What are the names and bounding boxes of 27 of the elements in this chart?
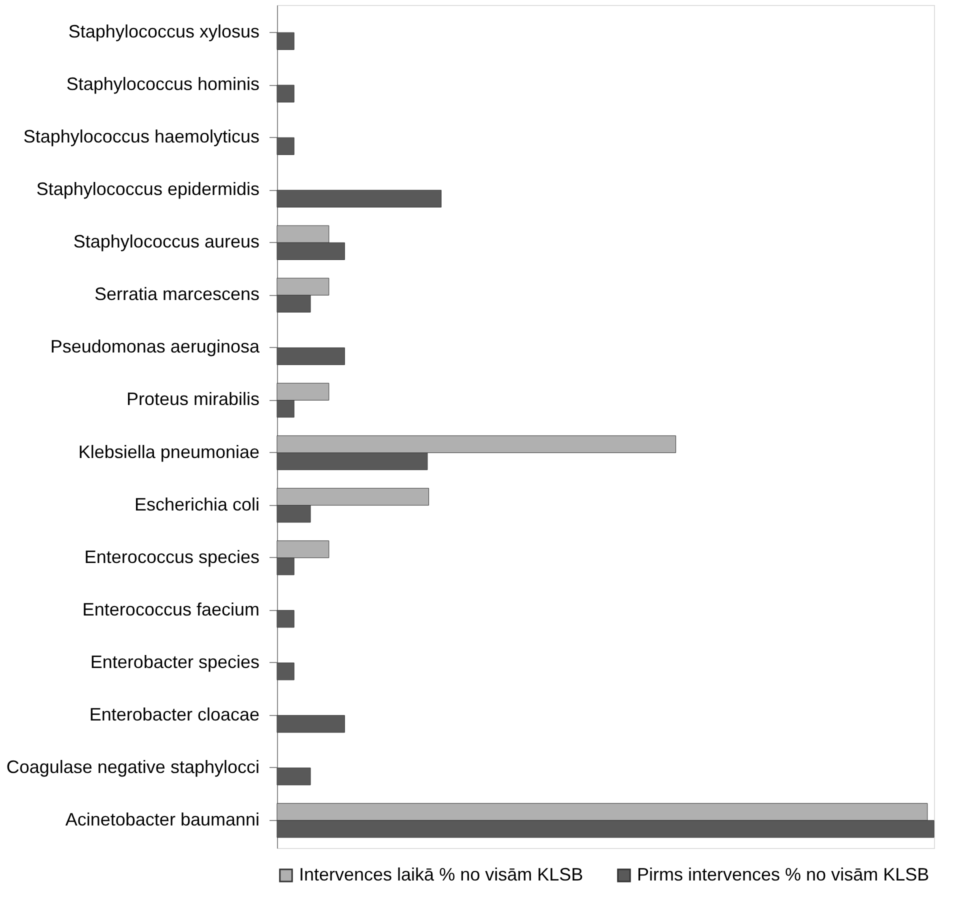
y-tick-label: Escherichia coli bbox=[134, 494, 260, 514]
bar bbox=[276, 190, 442, 208]
legend-label: Intervences laikā % no visām KLSB bbox=[299, 864, 584, 884]
y-tick-label: Acinetobacter baumanni bbox=[65, 809, 260, 830]
bar bbox=[276, 32, 294, 50]
y-tick-label: Staphylococcus epidermidis bbox=[36, 179, 260, 200]
y-tick-label: Staphylococcus hominis bbox=[66, 74, 260, 94]
bar bbox=[276, 768, 311, 786]
y-tick-label: Enterobacter cloacae bbox=[89, 704, 260, 724]
y-tick-label: Enterococcus faecium bbox=[82, 599, 260, 620]
y-tick-label: Enterococcus species bbox=[84, 546, 260, 567]
y-tick-label: Staphylococcus aureus bbox=[73, 232, 260, 252]
bar bbox=[276, 347, 345, 366]
y-tick-label: Serratia marcescens bbox=[94, 284, 260, 304]
bar bbox=[276, 84, 294, 102]
bar bbox=[276, 137, 294, 155]
y-tick-label: Pseudomonas aeruginosa bbox=[50, 336, 260, 357]
y-tick-label: Klebsiella pneumoniae bbox=[78, 442, 260, 462]
bar bbox=[276, 715, 345, 733]
y-tick-label: Coagulase negative staphylocci bbox=[6, 756, 260, 777]
legend-label: Pirms intervences % no visām KLSB bbox=[637, 864, 930, 884]
bar bbox=[276, 610, 294, 628]
y-tick-label: Enterobacter species bbox=[90, 652, 260, 672]
y-tick-label: Proteus mirabilis bbox=[126, 389, 260, 410]
y-tick-label: Staphylococcus haemolyticus bbox=[23, 126, 260, 147]
bar bbox=[276, 662, 294, 680]
y-tick-label: Staphylococcus xylosus bbox=[68, 22, 260, 42]
